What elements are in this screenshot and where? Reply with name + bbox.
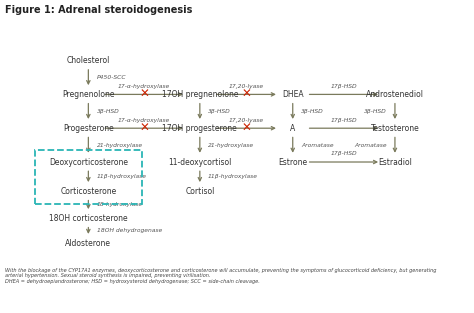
Text: 21-hydroxylase: 21-hydroxylase <box>97 143 143 148</box>
Text: 3β-HSD: 3β-HSD <box>208 109 231 114</box>
Text: With the blockage of the CYP17A1 enzymes, deoxycorticosterone and corticosterone: With the blockage of the CYP17A1 enzymes… <box>5 268 436 284</box>
Text: 18OH dehydrogenase: 18OH dehydrogenase <box>97 228 162 233</box>
Text: Estradiol: Estradiol <box>378 157 412 167</box>
Text: Aromatase: Aromatase <box>301 143 334 148</box>
Text: 18OH corticosterone: 18OH corticosterone <box>49 214 128 223</box>
Text: Aromatase: Aromatase <box>354 143 387 148</box>
Text: 17OH pregnenolone: 17OH pregnenolone <box>162 90 238 99</box>
Text: Pregnenolone: Pregnenolone <box>62 90 115 99</box>
Text: 18-hydroxylase: 18-hydroxylase <box>97 202 143 207</box>
Text: Cortisol: Cortisol <box>185 187 215 196</box>
Text: ✕: ✕ <box>139 122 149 135</box>
Text: Corticosterone: Corticosterone <box>60 187 117 196</box>
Text: Deoxycorticosterone: Deoxycorticosterone <box>49 157 128 167</box>
Text: Androstenediol: Androstenediol <box>366 90 424 99</box>
Text: Cholesterol: Cholesterol <box>67 56 110 65</box>
Text: 21-hydroxylase: 21-hydroxylase <box>208 143 255 148</box>
Text: 17,20-lyase: 17,20-lyase <box>229 84 264 89</box>
Text: 17OH progesterone: 17OH progesterone <box>163 124 237 133</box>
Text: 17-α-hydroxylase: 17-α-hydroxylase <box>118 118 170 123</box>
Text: Estrone: Estrone <box>278 157 307 167</box>
Text: ✕: ✕ <box>139 88 149 101</box>
Text: Testosterone: Testosterone <box>371 124 419 133</box>
Text: 17,20-lyase: 17,20-lyase <box>229 118 264 123</box>
Text: A: A <box>290 124 295 133</box>
Text: Figure 1: Adrenal steroidogenesis: Figure 1: Adrenal steroidogenesis <box>5 5 192 15</box>
Text: Progesterone: Progesterone <box>63 124 114 133</box>
Text: 11-deoxycortisol: 11-deoxycortisol <box>168 157 231 167</box>
Text: 3β-HSD: 3β-HSD <box>364 109 387 114</box>
Text: P450-SCC: P450-SCC <box>97 75 127 80</box>
Text: ✕: ✕ <box>241 122 251 135</box>
Text: 17β-HSD: 17β-HSD <box>330 84 357 89</box>
Text: 3β-HSD: 3β-HSD <box>97 109 119 114</box>
Text: ✕: ✕ <box>241 88 251 101</box>
Text: 11β-hydroxylase: 11β-hydroxylase <box>97 174 147 179</box>
Text: Aldosterone: Aldosterone <box>65 239 111 248</box>
Text: DHEA: DHEA <box>282 90 303 99</box>
Text: 17-α-hydroxylase: 17-α-hydroxylase <box>118 84 170 89</box>
Text: 3β-HSD: 3β-HSD <box>301 109 324 114</box>
Text: 17β-HSD: 17β-HSD <box>330 151 357 156</box>
Text: 11β-hydroxylase: 11β-hydroxylase <box>208 174 258 179</box>
Text: 17β-HSD: 17β-HSD <box>330 118 357 123</box>
